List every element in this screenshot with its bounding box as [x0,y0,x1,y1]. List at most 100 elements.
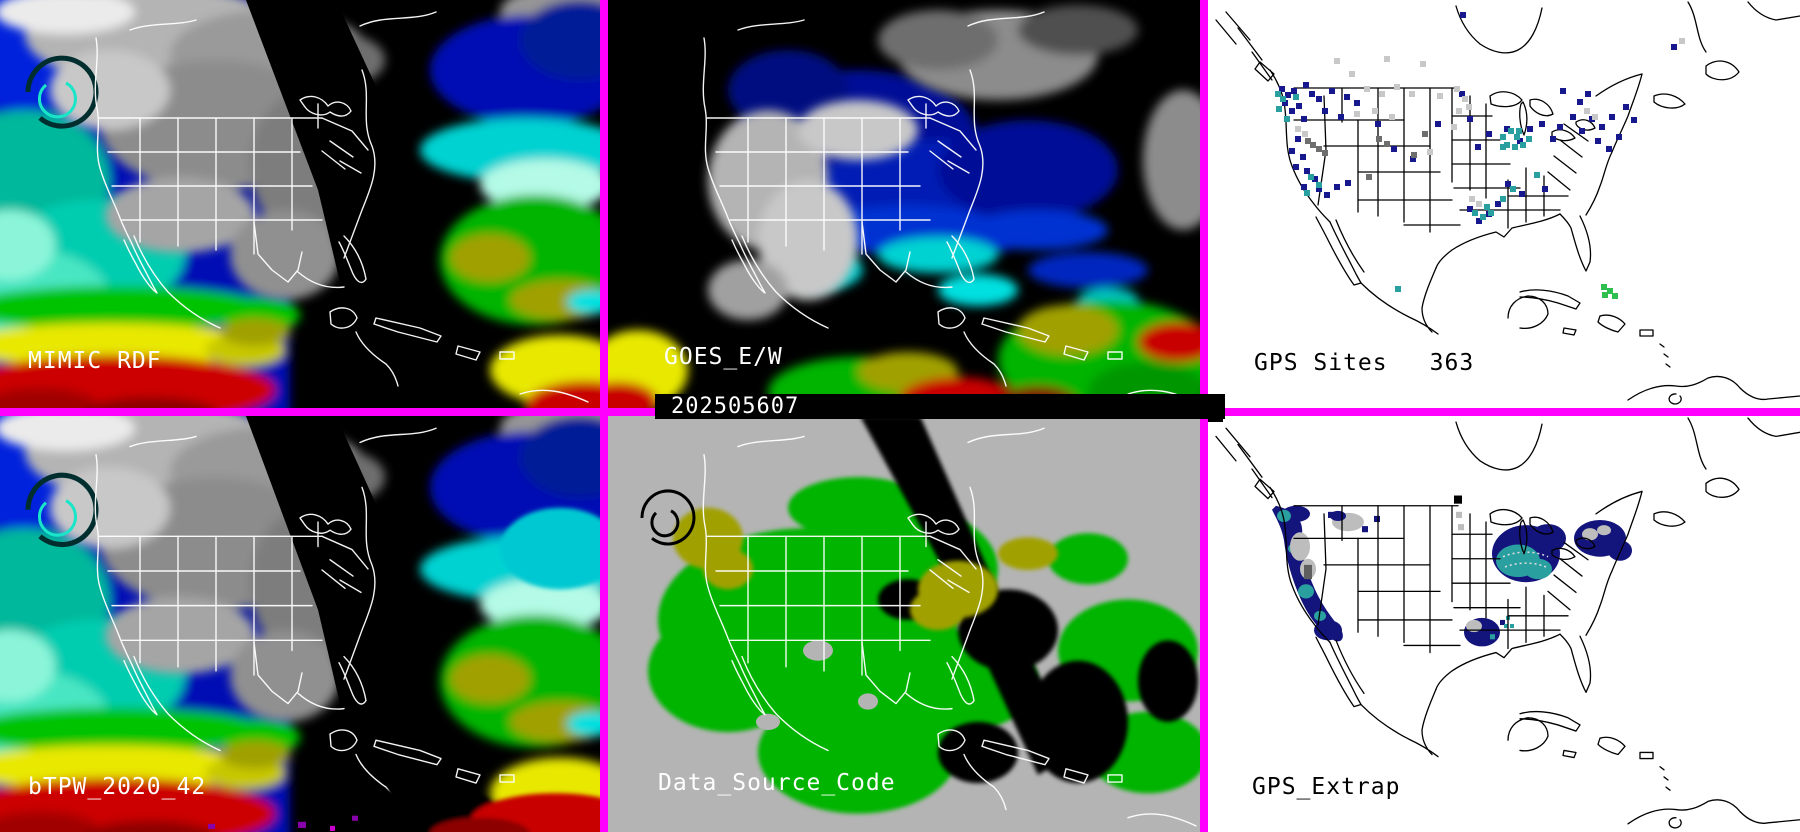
gps-site-dot [1293,94,1299,100]
gps-site-dot [1500,134,1506,140]
panel-gps-sites[interactable]: GPS Sites 363 [1208,0,1800,408]
gps-site-dot [1302,131,1308,137]
gps-extrap-label: GPS_Extrap [1252,774,1401,800]
gps-site-dot [1585,91,1591,97]
gps-site-dot [1384,141,1390,147]
mimic-rdf-image [0,0,600,408]
gps-site-dot [1606,146,1612,152]
gps-site-dot [1394,84,1400,90]
gps-site-dot [1389,114,1395,120]
gps-site-dot [1316,186,1322,192]
gps-site-dot [1526,136,1532,142]
gps-site-dot [1295,126,1301,132]
gps-site-dot [1310,142,1316,148]
gps-site-dot [1579,128,1585,134]
gps-site-dot [1616,134,1622,140]
gps-site-dot [1334,184,1340,190]
gps-site-dot [1500,196,1506,202]
panel-mimic-rdf[interactable]: MIMIC RDF [0,0,600,408]
data-source-code-label: Data_Source_Code [658,770,896,796]
gps-site-dot [1484,204,1490,210]
gps-site-dot [1349,71,1355,77]
gps-site-dot [1517,138,1523,144]
gps-site-dot [1316,146,1322,152]
gps-site-dot [1460,12,1466,18]
gps-site-dot [1289,108,1295,114]
gps-site-dot [1456,108,1462,114]
gps-site-dot [1437,93,1443,99]
gps-site-dot [1560,88,1566,94]
gps-site-dot [1322,150,1328,156]
gps-site-dot [1527,126,1533,132]
gps-site-dot [1671,44,1677,50]
gps-site-dot [1519,191,1525,197]
gps-site-dot [1410,156,1416,162]
gps-site-dot [1516,128,1522,134]
gps-site-dot [1289,148,1295,154]
gps-site-dot [1631,117,1637,123]
gps-site-dot [1344,94,1350,100]
gps-site-dot [1495,201,1501,207]
gps-site-dot [1514,134,1520,140]
gps-site-dot [1304,168,1310,174]
gps-site-dot [1512,144,1518,150]
gps-site-dot [1679,38,1685,44]
gps-site-dot [1435,121,1441,127]
gps-site-dot [1293,164,1299,170]
gps-site-dot [1612,293,1618,299]
btpw-purple-specks [208,815,358,831]
gps-site-dot [1322,108,1328,114]
gps-site-dot [1296,103,1302,109]
panel-goes-ew[interactable]: GOES_E/W [608,0,1200,408]
gps-site-dot [1366,174,1372,180]
timestamp-text: 202505607 [671,393,800,419]
gps-site-dot [1451,124,1457,130]
panel-btpw[interactable]: bTPW_2020_42 [0,416,600,832]
btpw-image [0,416,600,832]
gps-site-dot [1607,288,1613,294]
gps-dots-layer [1275,12,1685,299]
gps-site-dot [1384,56,1390,62]
panel-data-source-code[interactable]: Data_Source_Code [608,416,1200,832]
gps-site-dot [1467,116,1473,122]
gps-extrap-map [1208,416,1800,832]
gps-site-dot [1459,91,1465,97]
gps-site-dot [1539,121,1545,127]
gps-site-dot [1480,214,1486,220]
gps-site-dot [1472,210,1478,216]
gps-site-dot [1391,146,1397,152]
gps-site-dot [1372,108,1378,114]
gps-site-dot [1486,131,1492,137]
gps-site-dot [1312,176,1318,182]
gps-site-dot [1475,144,1481,150]
gps-site-dot [1602,292,1608,298]
gps-site-dot [1520,142,1526,148]
gps-site-dot [1500,144,1506,150]
gps-site-dot [1469,196,1475,202]
gps-site-dot [1334,58,1340,64]
gps-site-dot [1592,114,1598,120]
gps-site-dot [1488,210,1494,216]
gps-site-dot [1420,61,1426,67]
btpw-label: bTPW_2020_42 [28,774,207,800]
gps-site-dot [1308,174,1314,180]
gps-site-dot [1375,121,1381,127]
gps-site-dot [1316,96,1322,102]
gps-site-dot [1324,192,1330,198]
gps-site-dot [1595,138,1601,144]
gps-site-dot [1304,190,1310,196]
gps-site-dot [1300,154,1306,160]
gps-site-dot [1454,86,1460,92]
gps-site-dot [1285,92,1291,98]
gps-site-dot [1345,180,1351,186]
gps-site-dot [1422,131,1428,137]
gps-site-dot [1303,82,1309,88]
gps-site-dot [1542,186,1548,192]
gps-site-dot [1309,91,1315,97]
btpw-tropics-layer [360,507,600,832]
gps-site-dot [1462,96,1468,102]
gps-site-dot [1550,136,1556,142]
panel-gps-extrap[interactable]: GPS_Extrap [1208,416,1800,832]
gps-site-dot [1409,91,1415,97]
gps-site-dot [1376,136,1382,142]
